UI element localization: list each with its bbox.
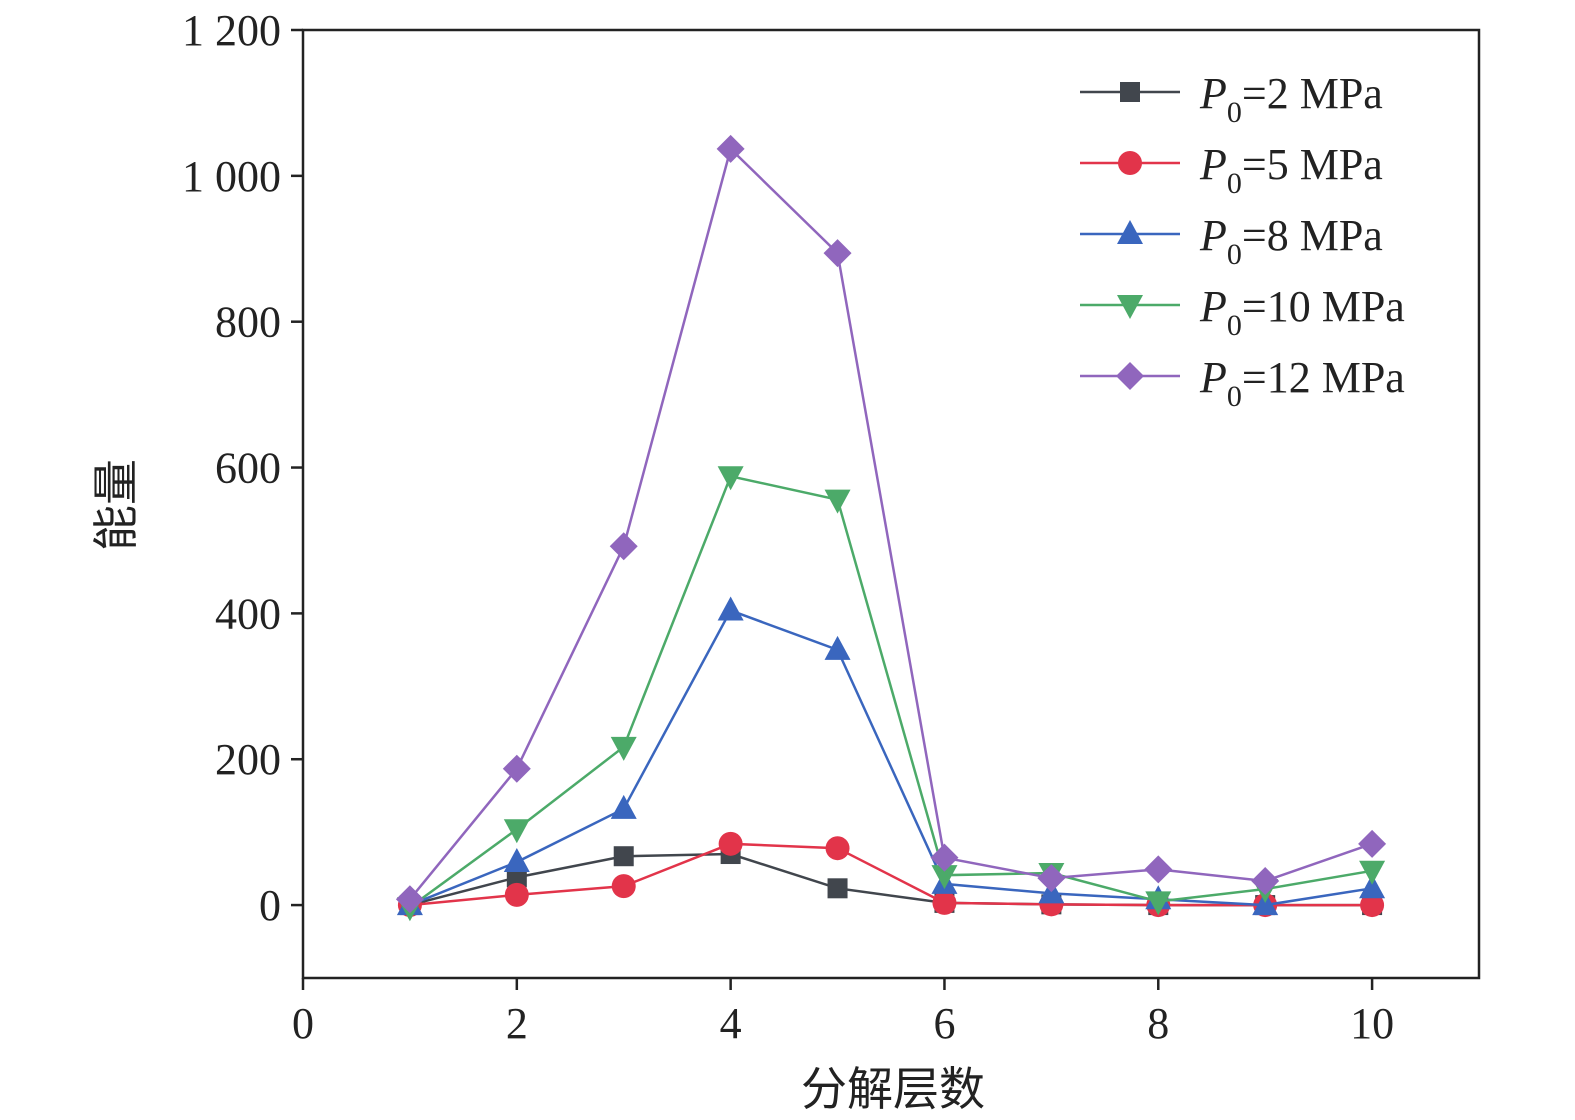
x-tick-label: 4 xyxy=(720,999,742,1048)
data-point xyxy=(931,865,958,890)
data-point xyxy=(506,867,527,888)
data-point xyxy=(717,466,744,491)
x-tick-label: 2 xyxy=(506,999,528,1048)
series-line xyxy=(408,146,1373,901)
legend-item: P0=12 MPa xyxy=(1080,353,1405,413)
data-point xyxy=(609,532,638,561)
data-point xyxy=(1358,829,1387,858)
data-point xyxy=(827,878,848,899)
data-point xyxy=(825,836,850,861)
data-point xyxy=(502,754,531,783)
legend-label: P0=12 MPa xyxy=(1199,353,1405,413)
data-point xyxy=(824,489,851,514)
x-tick-label: 6 xyxy=(933,999,955,1048)
y-tick-label: 200 xyxy=(215,735,281,784)
x-tick-label: 10 xyxy=(1350,999,1394,1048)
data-point xyxy=(1144,855,1173,884)
y-tick-label: 800 xyxy=(215,298,281,347)
plot-frame xyxy=(301,28,1481,980)
legend-label: P0=5 MPa xyxy=(1199,140,1383,200)
legend-label: P0=8 MPa xyxy=(1199,211,1383,271)
data-point xyxy=(932,890,957,915)
legend-label: P0=2 MPa xyxy=(1199,69,1383,129)
legend-label: P0=10 MPa xyxy=(1199,282,1405,342)
legend-marker xyxy=(1118,151,1142,175)
data-point xyxy=(1360,893,1385,918)
legend-item: P0=8 MPa xyxy=(1080,211,1383,271)
data-point xyxy=(504,882,529,907)
legend: P0=2 MPa P0=5 MPa P0=8 MPa P0=10 MPa P0=12 M… xyxy=(1080,69,1405,413)
legend-marker xyxy=(1117,295,1143,319)
series-p0-8-mpa xyxy=(396,596,1386,916)
y-tick-label: 1 000 xyxy=(182,152,281,201)
legend-marker xyxy=(1117,220,1143,244)
data-point xyxy=(716,134,745,163)
series-line xyxy=(409,852,1373,907)
data-point xyxy=(1359,874,1386,899)
data-point xyxy=(1359,860,1386,885)
data-point xyxy=(1037,864,1066,893)
y-tick-label: 400 xyxy=(215,589,281,638)
y-tick-label: 600 xyxy=(215,444,281,493)
y-tick-label: 0 xyxy=(259,881,281,930)
data-point xyxy=(503,819,530,844)
x-tick-label: 0 xyxy=(292,999,314,1048)
series-p0-10-mpa xyxy=(396,466,1386,922)
data-point xyxy=(718,831,743,856)
data-point xyxy=(1251,867,1280,896)
legend-marker xyxy=(1116,362,1144,390)
data-point xyxy=(613,846,634,867)
legend-item: P0=10 MPa xyxy=(1080,282,1405,342)
legend-item: P0=5 MPa xyxy=(1080,140,1383,200)
series-line xyxy=(409,608,1373,907)
series-p0-12-mpa xyxy=(395,134,1387,914)
data-point xyxy=(824,635,851,660)
data-point xyxy=(1252,891,1279,916)
data-point xyxy=(611,874,636,899)
x-tick-label: 8 xyxy=(1147,999,1169,1048)
data-point xyxy=(823,239,852,268)
series-line xyxy=(409,474,1373,909)
data-point xyxy=(930,843,959,872)
series-line xyxy=(409,842,1373,907)
legend-marker xyxy=(1120,82,1140,102)
data-point xyxy=(717,596,744,621)
y-tick-label: 1 200 xyxy=(182,6,281,55)
data-point xyxy=(1145,891,1172,916)
data-point xyxy=(610,794,637,819)
x-axis-label: 分解层数 xyxy=(801,1064,985,1115)
y-axis-label: 能量 xyxy=(91,459,142,551)
legend-item: P0=2 MPa xyxy=(1080,69,1383,129)
data-point xyxy=(610,736,637,761)
data-point xyxy=(395,885,424,914)
data-point xyxy=(503,848,530,873)
